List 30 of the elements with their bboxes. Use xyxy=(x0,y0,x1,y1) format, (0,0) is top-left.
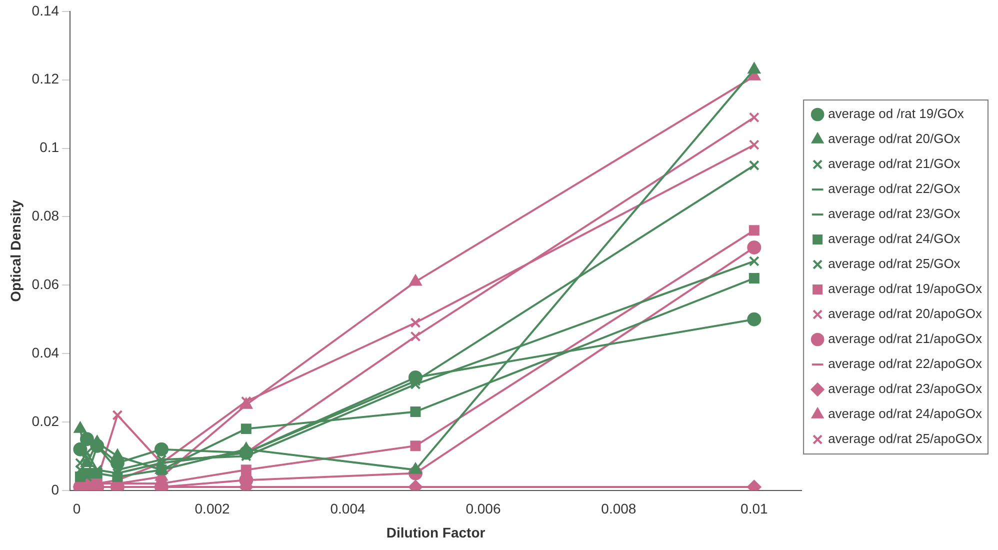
legend-label: average od/rat 24/apoGOx xyxy=(828,406,982,422)
y-tick-label: 0.06 xyxy=(32,276,60,292)
legend-label: average od/rat 20/GOx xyxy=(828,131,961,146)
legend-label: average od/rat 23/GOx xyxy=(828,206,961,222)
y-tick-label: 0.08 xyxy=(32,208,60,224)
y-tick-label: 0.14 xyxy=(32,2,60,18)
legend-label: average od/rat 19/apoGOx xyxy=(828,281,982,296)
x-axis-title: Dilution Factor xyxy=(386,524,486,540)
x-tick-label: 0.008 xyxy=(601,500,636,517)
y-axis-title: Optical Density xyxy=(7,200,24,302)
legend-label: average od/rat 22/GOx xyxy=(828,181,961,196)
legend-label: average od /rat 19/GOx xyxy=(828,106,964,122)
y-tick-label: 0.02 xyxy=(32,412,60,429)
x-tick-label: 0 xyxy=(72,500,81,517)
y-tick-label: 0.12 xyxy=(32,70,60,87)
legend-label: average od/rat 21/GOx xyxy=(828,156,961,172)
x-tick-label: 0.004 xyxy=(330,500,366,517)
y-tick-label: 0.04 xyxy=(32,344,60,360)
legend-label: average od/rat 22/apoGOx xyxy=(828,356,982,372)
legend-label: average od/rat 25/apoGOx xyxy=(828,431,982,446)
x-tick-label: 0.002 xyxy=(194,500,230,517)
legend-label: average od/rat 24/GOx xyxy=(828,231,961,246)
y-tick-label: 0 xyxy=(51,481,60,498)
legend-label: average od/rat 21/apoGOx xyxy=(828,331,982,346)
legend-label: average od/rat 23/apoGOx xyxy=(828,381,982,396)
x-tick-label: 0.01 xyxy=(740,500,768,517)
x-tick-label: 0.006 xyxy=(466,500,501,517)
y-tick-label: 0.1 xyxy=(40,139,60,156)
legend-label: average od/rat 25/GOx xyxy=(828,256,961,272)
legend-label: average od/rat 20/apoGOx xyxy=(828,306,982,322)
